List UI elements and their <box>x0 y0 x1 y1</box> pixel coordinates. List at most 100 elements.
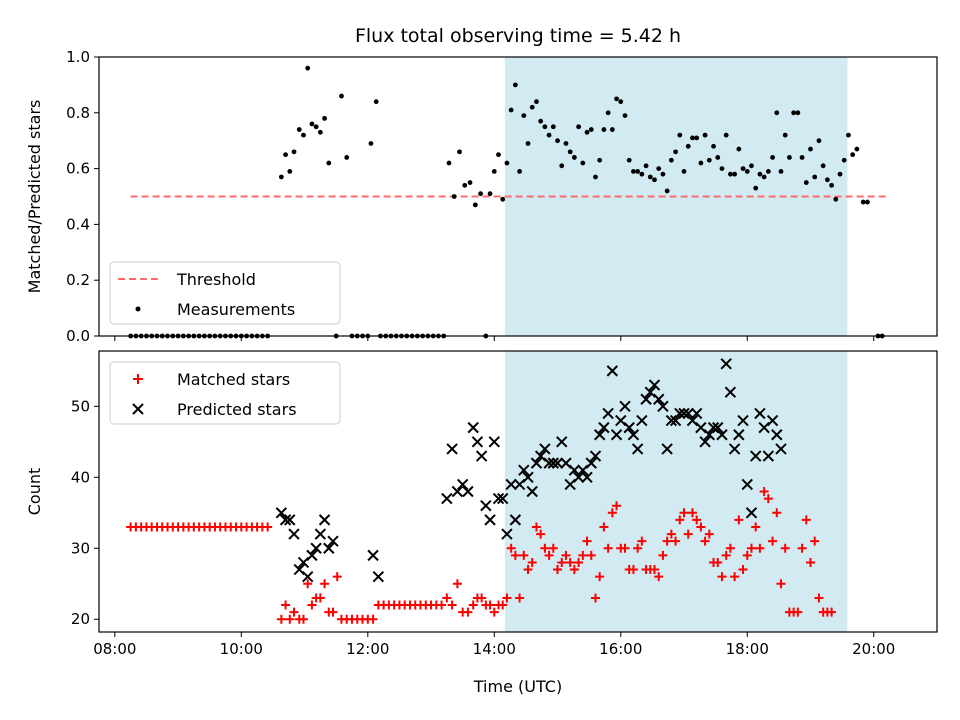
data-point <box>791 110 797 116</box>
data-point <box>675 515 685 525</box>
data-point <box>653 393 665 405</box>
data-point <box>512 82 518 88</box>
data-point <box>749 450 762 462</box>
data-point <box>829 182 834 188</box>
data-point <box>597 157 603 163</box>
data-point <box>699 436 711 448</box>
data-point <box>502 593 512 603</box>
y-tick-label: 1.0 <box>66 48 90 66</box>
data-point <box>557 557 567 567</box>
data-point <box>753 185 759 191</box>
data-point <box>467 180 473 185</box>
data-point <box>372 570 385 583</box>
data-point <box>846 132 851 138</box>
y-tick-label: 30 <box>71 539 90 557</box>
data-point <box>559 163 565 169</box>
data-point <box>574 557 584 567</box>
data-point <box>702 132 708 138</box>
data-point <box>556 436 568 448</box>
data-point <box>368 141 374 146</box>
data-point <box>547 457 560 469</box>
y-tick-label: 0.6 <box>66 160 90 178</box>
data-point <box>607 508 617 518</box>
data-point <box>717 572 727 582</box>
data-point <box>555 138 560 144</box>
data-point <box>263 522 273 532</box>
data-point <box>318 514 331 526</box>
data-point <box>723 132 729 138</box>
data-point <box>662 536 672 546</box>
data-point <box>590 593 600 603</box>
data-point <box>696 522 706 532</box>
data-point <box>572 471 585 484</box>
data-point <box>529 104 535 110</box>
data-point <box>307 600 317 610</box>
data-point <box>546 132 552 138</box>
data-point <box>673 149 678 155</box>
data-point <box>467 421 479 434</box>
data-point <box>497 492 509 505</box>
data-point <box>487 191 493 197</box>
data-point <box>736 146 742 152</box>
data-point <box>531 522 541 532</box>
data-point <box>530 457 543 469</box>
data-point <box>462 485 474 498</box>
data-point <box>523 565 533 575</box>
data-point <box>622 113 628 118</box>
data-point <box>762 450 775 462</box>
data-point <box>806 557 816 567</box>
data-point <box>548 543 558 553</box>
data-point <box>614 96 619 102</box>
y-tick-label: 0.2 <box>66 271 90 289</box>
data-point <box>820 163 826 169</box>
data-point <box>527 557 537 567</box>
data-point <box>627 429 640 441</box>
data-point <box>803 180 809 185</box>
data-point <box>712 421 724 434</box>
data-point <box>725 543 735 553</box>
data-point <box>522 471 534 484</box>
data-point <box>519 550 529 560</box>
x-tick-label: 10:00 <box>220 640 263 658</box>
y-tick-label: 0.8 <box>66 104 90 122</box>
data-point <box>671 536 681 546</box>
data-point <box>550 124 556 130</box>
data-point <box>508 107 514 113</box>
data-point <box>518 464 530 476</box>
data-point <box>683 529 693 539</box>
data-point <box>685 143 691 149</box>
data-point <box>298 614 308 624</box>
data-point <box>281 600 291 610</box>
data-point <box>668 157 674 163</box>
data-point <box>492 492 505 505</box>
data-point <box>598 421 610 434</box>
data-point <box>284 514 296 526</box>
data-point <box>485 600 495 610</box>
data-point <box>728 443 741 455</box>
data-point <box>540 543 550 553</box>
data-point <box>720 358 732 370</box>
data-point <box>576 124 582 130</box>
data-point <box>291 149 297 155</box>
data-point <box>609 127 615 132</box>
data-point <box>506 543 516 553</box>
data-point <box>463 607 473 617</box>
data-point <box>628 565 638 575</box>
data-point <box>289 607 299 617</box>
x-tick-label: 14:00 <box>473 640 516 658</box>
legend-label: Threshold <box>176 270 256 289</box>
data-point <box>687 508 697 518</box>
data-point <box>475 450 488 462</box>
data-point <box>571 155 577 160</box>
data-point <box>302 570 314 583</box>
data-point <box>775 443 787 455</box>
data-point <box>690 407 703 420</box>
data-point <box>626 157 632 163</box>
data-point <box>860 199 866 205</box>
y-tick-label: 50 <box>71 397 90 415</box>
data-point <box>797 543 807 553</box>
data-point <box>606 365 619 377</box>
data-point <box>795 110 801 116</box>
data-point <box>505 478 517 491</box>
